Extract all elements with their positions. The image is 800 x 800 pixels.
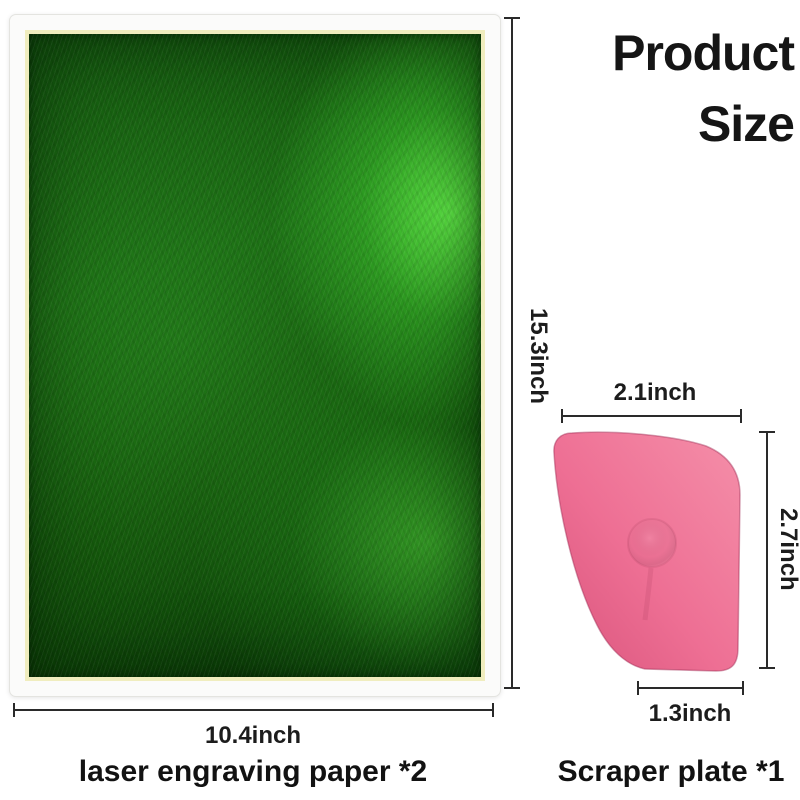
paper-height-dimension-line	[504, 17, 520, 689]
dimension-cap	[759, 667, 775, 669]
scraper-height-dimension-line	[759, 431, 775, 669]
scraper-top-width-label: 2.1inch	[613, 379, 697, 406]
dimension-cap	[13, 703, 15, 717]
scraper-bottom-width-label: 1.3inch	[648, 700, 732, 727]
dimension-cap	[504, 687, 520, 689]
dimension-cap	[637, 681, 639, 695]
paper-green-foil	[25, 30, 485, 681]
page-title: Product Size	[612, 18, 795, 160]
paper-caption: laser engraving paper *2	[78, 755, 428, 788]
scraper-caption: Scraper plate *1	[557, 755, 785, 788]
scraper-top-width-dimension-line	[561, 409, 742, 423]
scraper-crease	[642, 567, 654, 621]
page-title-line1: Product	[612, 25, 795, 81]
engraving-paper-image	[9, 14, 501, 697]
dimension-cap	[740, 409, 742, 423]
dimension-cap	[504, 17, 520, 19]
dimension-cap	[561, 409, 563, 423]
scraper-emboss-circle	[627, 518, 677, 568]
dimension-cap	[759, 431, 775, 433]
scraper-height-label: 2.7inch	[775, 508, 800, 591]
page-title-line2: Size	[697, 96, 795, 152]
scraper-bottom-width-dimension-line	[637, 681, 744, 695]
dimension-cap	[492, 703, 494, 717]
paper-width-label: 10.4inch	[204, 722, 302, 749]
paper-foil-texture	[29, 34, 481, 677]
paper-height-label: 15.3inch	[525, 308, 552, 405]
scraper-plate-image	[553, 431, 741, 672]
paper-width-dimension-line	[13, 703, 494, 717]
dimension-cap	[742, 681, 744, 695]
